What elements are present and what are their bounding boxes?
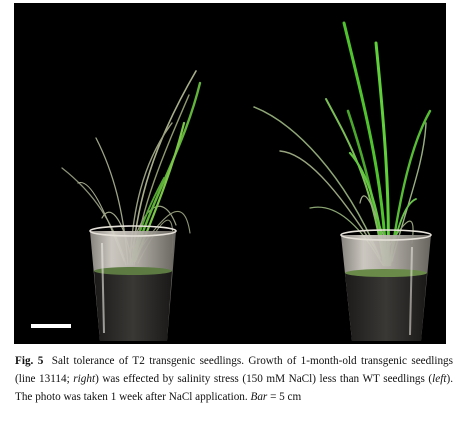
figure-label: Fig. 5 [15, 355, 44, 367]
caption-left-word: left [432, 373, 447, 385]
transgenic-cup [340, 229, 432, 341]
caption-title: Salt tolerance of T2 transgenic seedling… [51, 355, 245, 367]
seedling-photo-drawing [14, 3, 446, 344]
scale-bar [31, 324, 71, 328]
figure-caption: Fig. 5 Salt tolerance of T2 transgenic s… [15, 352, 453, 406]
caption-text-1: Growth of 1-month-old transgenic seedlin… [15, 355, 453, 385]
caption-text-3: ). The photo was taken 1 week after NaCl… [15, 373, 453, 403]
caption-right-word: right [73, 373, 96, 385]
caption-bar-word: Bar [250, 391, 268, 403]
seedling-photo [14, 3, 446, 344]
wt-cup [89, 225, 177, 341]
caption-text-2: ) was effected by salinity stress (150 m… [95, 373, 433, 385]
caption-text-4: = 5 cm [267, 391, 302, 403]
